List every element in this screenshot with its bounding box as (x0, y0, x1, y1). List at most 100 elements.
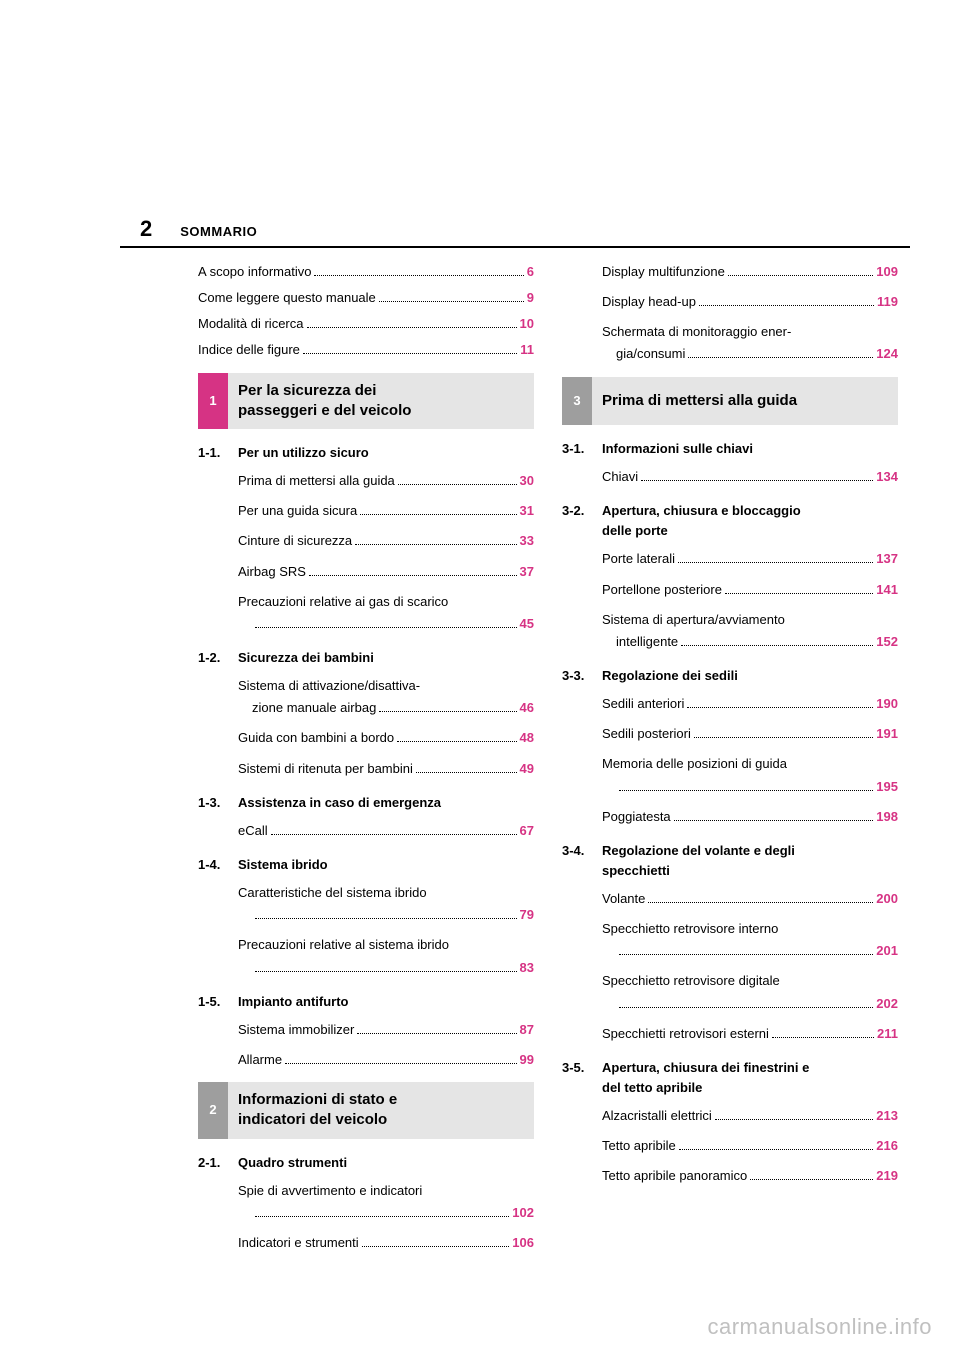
toc-label: Prima di mettersi alla guida (238, 471, 395, 491)
toc-page: 202 (876, 994, 898, 1014)
leader-dots (641, 480, 873, 481)
toc-line: Indicatori e strumenti 106 (238, 1233, 534, 1253)
sub-title: Regolazione dei sedili (602, 666, 738, 686)
toc-label: Sistema immobilizer (238, 1020, 354, 1040)
subsection-1-2: 1-2. Sicurezza dei bambini (198, 648, 534, 668)
toc-line-wrap: Precauzioni relative ai gas di scarico 4… (238, 592, 534, 634)
toc-label: Volante (602, 889, 645, 909)
sub-items: Poggiatesta198 (602, 807, 898, 827)
toc-page: 211 (877, 1024, 898, 1044)
watermark: carmanualsonline.info (707, 1314, 932, 1340)
toc-page: 106 (512, 1233, 534, 1253)
toc-line-wrap: Specchietto retrovisore interno 201 (602, 919, 898, 961)
leader-dots (715, 1119, 873, 1120)
leader-dots (674, 820, 874, 821)
sub-title: Per un utilizzo sicuro (238, 443, 369, 463)
sub-num: 1-1. (198, 443, 238, 463)
subsection-3-5: 3-5. Apertura, chiusura dei finestrini e… (562, 1058, 898, 1098)
leader-dots (619, 954, 873, 955)
toc-label: intelligente (616, 632, 678, 652)
leader-dots (357, 1033, 516, 1034)
toc-label: Sistemi di ritenuta per bambini (238, 759, 413, 779)
toc-page: 134 (876, 467, 898, 487)
toc-page: 109 (876, 262, 898, 282)
section-3-header: 3 Prima di mettersi alla guida (562, 377, 898, 425)
toc-line-wrap: Schermata di monitoraggio ener- gia/cons… (602, 322, 898, 364)
leader-dots (681, 645, 873, 646)
toc-page: 152 (876, 632, 898, 652)
toc-label: Tetto apribile panoramico (602, 1166, 747, 1186)
toc-label: zione manuale airbag (252, 698, 376, 718)
toc-label: Spie di avvertimento e indicatori (238, 1181, 534, 1201)
toc-page: 200 (876, 889, 898, 909)
sub-title-l1: Regolazione del volante e degli (602, 843, 795, 858)
subsection-3-1: 3-1. Informazioni sulle chiavi (562, 439, 898, 459)
toc-page: 87 (520, 1020, 534, 1040)
toc-page: 45 (520, 614, 534, 634)
leader-dots (416, 772, 517, 773)
toc-line: Sistemi di ritenuta per bambini49 (238, 759, 534, 779)
leader-dots (688, 357, 873, 358)
toc-line: Alzacristalli elettrici213 (602, 1106, 898, 1126)
toc-line: Display multifunzione109 (602, 262, 898, 282)
toc-page: 119 (877, 292, 898, 312)
toc-line: Volante 200 (602, 889, 898, 909)
toc-label: Sedili anteriori (602, 694, 684, 714)
toc-line-wrap: Precauzioni relative al sistema ibrido 8… (238, 935, 534, 977)
sub-title-l2: specchietti (602, 863, 670, 878)
toc-page: 201 (876, 941, 898, 961)
subsection-1-1: 1-1. Per un utilizzo sicuro (198, 443, 534, 463)
leader-dots (255, 627, 517, 628)
toc-line-wrap: Sistema di attivazione/disattiva- zione … (238, 676, 534, 718)
toc-line: Airbag SRS37 (238, 562, 534, 582)
section-title-l2: passeggeri e del veicolo (238, 402, 411, 419)
toc-line: Come leggere questo manuale 9 (198, 288, 534, 308)
sub-title-l2: delle porte (602, 523, 668, 538)
sub-num: 3-2. (562, 501, 602, 541)
sub-items: Sistema immobilizer87 Allarme99 (238, 1020, 534, 1070)
leader-dots (772, 1037, 874, 1038)
toc-page: 6 (527, 262, 534, 282)
toc-label: Precauzioni relative al sistema ibrido (238, 935, 534, 955)
leader-dots (271, 834, 517, 835)
sub-title: Regolazione del volante e degli specchie… (602, 841, 795, 881)
toc-page: 198 (876, 807, 898, 827)
leader-dots (619, 1007, 873, 1008)
toc-line: Tetto apribile216 (602, 1136, 898, 1156)
leader-dots (362, 1246, 510, 1247)
leader-dots (619, 790, 873, 791)
subsection-3-4: 3-4. Regolazione del volante e degli spe… (562, 841, 898, 881)
leader-dots (648, 902, 873, 903)
sub-num: 1-2. (198, 648, 238, 668)
toc-label: Come leggere questo manuale (198, 288, 376, 308)
subsection-1-5: 1-5. Impianto antifurto (198, 992, 534, 1012)
header-rule (120, 246, 910, 248)
toc-page: 137 (876, 549, 898, 569)
toc-line: Chiavi134 (602, 467, 898, 487)
toc-page: 219 (876, 1166, 898, 1186)
toc-page: 191 (876, 724, 898, 744)
toc-page: 213 (876, 1106, 898, 1126)
subsection-2-1: 2-1. Quadro strumenti (198, 1153, 534, 1173)
leader-dots (725, 593, 873, 594)
toc-line: Porte laterali 137 (602, 549, 898, 569)
toc-line: Poggiatesta198 (602, 807, 898, 827)
section-title: Prima di mettersi alla guida (592, 377, 898, 425)
toc-line: Sistema immobilizer 87 (238, 1020, 534, 1040)
sub-items: Indicatori e strumenti 106 (238, 1233, 534, 1253)
toc-line-wrap: Sistema di apertura/avviamento intellige… (602, 610, 898, 652)
toc-page: 10 (520, 314, 534, 334)
leader-dots (285, 1063, 516, 1064)
toc-page: 190 (876, 694, 898, 714)
toc-line-wrap: Memoria delle posizioni di guida 195 (602, 754, 898, 796)
section-title: Informazioni di stato e indicatori del v… (228, 1082, 534, 1139)
toc-page: 33 (520, 531, 534, 551)
toc-page: 67 (520, 821, 534, 841)
toc-label: gia/consumi (616, 344, 685, 364)
toc-label: Caratteristiche del sistema ibrido (238, 883, 534, 903)
toc-label: Porte laterali (602, 549, 675, 569)
toc-label: Allarme (238, 1050, 282, 1070)
toc-label: Indicatori e strumenti (238, 1233, 359, 1253)
toc-label: Modalità di ricerca (198, 314, 304, 334)
toc-label: Schermata di monitoraggio ener- (602, 322, 898, 342)
